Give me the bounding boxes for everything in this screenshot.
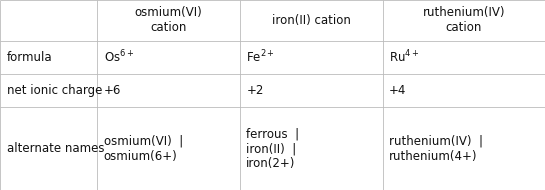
Text: osmium(VI)  |
osmium(6+): osmium(VI) | osmium(6+) [104,135,183,163]
Text: net ionic charge: net ionic charge [7,84,102,97]
Text: Ru$^{4+}$: Ru$^{4+}$ [389,49,420,66]
Text: +6: +6 [104,84,121,97]
Text: iron(II) cation: iron(II) cation [272,14,350,27]
Text: +4: +4 [389,84,407,97]
Text: Os$^{6+}$: Os$^{6+}$ [104,49,134,66]
Text: osmium(VI)
cation: osmium(VI) cation [135,6,202,34]
Text: ruthenium(IV)
cation: ruthenium(IV) cation [422,6,505,34]
Text: ferrous  |
iron(II)  |
iron(2+): ferrous | iron(II) | iron(2+) [246,127,299,170]
Text: +2: +2 [246,84,264,97]
Text: formula: formula [7,51,52,64]
Text: alternate names: alternate names [7,142,104,155]
Text: Fe$^{2+}$: Fe$^{2+}$ [246,49,275,66]
Text: ruthenium(IV)  |
ruthenium(4+): ruthenium(IV) | ruthenium(4+) [389,135,483,163]
